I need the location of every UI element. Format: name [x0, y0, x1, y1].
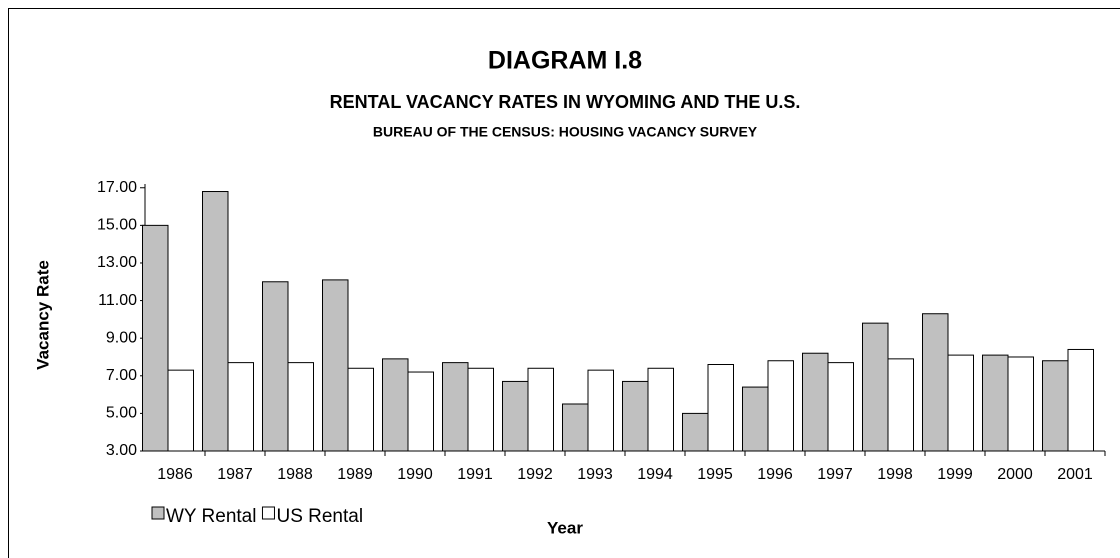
x-tick-label: 1998 — [877, 466, 913, 483]
x-tick-label: 1990 — [397, 466, 433, 483]
legend-swatch — [261, 506, 275, 520]
bar — [1042, 360, 1069, 452]
bar — [922, 313, 949, 452]
x-tick-label: 1986 — [157, 466, 193, 483]
bar — [767, 360, 794, 452]
y-tick-label: 13.00 — [97, 254, 137, 271]
bar — [1007, 356, 1034, 452]
bar — [742, 386, 769, 452]
bar — [287, 362, 314, 452]
bar — [467, 367, 494, 452]
bar — [682, 412, 709, 452]
x-tick-label: 1993 — [577, 466, 613, 483]
x-tick-label: 2001 — [1057, 466, 1093, 483]
x-tick-label: 1992 — [517, 466, 553, 483]
x-tick-label: 1994 — [637, 466, 673, 483]
bar — [407, 371, 434, 452]
bar — [647, 367, 674, 452]
bar — [947, 354, 974, 452]
bar — [142, 224, 169, 452]
y-tick-label: 9.00 — [106, 329, 137, 346]
bar — [862, 322, 889, 452]
bar — [827, 362, 854, 452]
bar — [262, 281, 289, 452]
bar — [502, 380, 529, 452]
bar — [202, 191, 229, 452]
chart-source: BUREAU OF THE CENSUS: HOUSING VACANCY SU… — [373, 124, 758, 140]
bar — [167, 369, 194, 452]
y-axis-label: Vacancy Rate — [33, 260, 52, 370]
y-tick-label: 7.00 — [106, 367, 137, 384]
bar — [527, 367, 554, 452]
bar — [442, 362, 469, 452]
y-tick-label: 3.00 — [106, 442, 137, 459]
bar — [347, 367, 374, 452]
bar — [982, 354, 1009, 452]
legend-swatch — [151, 506, 165, 520]
y-tick-label: 17.00 — [97, 179, 137, 196]
y-tick-label: 11.00 — [98, 292, 137, 309]
y-tick-label: 15.00 — [97, 217, 137, 234]
bar — [887, 358, 914, 452]
bar — [622, 380, 649, 452]
bar — [802, 352, 829, 452]
x-tick-label: 1996 — [757, 466, 793, 483]
x-tick-label: 1991 — [457, 466, 493, 483]
chart-title: DIAGRAM I.8 — [488, 47, 642, 75]
chart-subtitle: RENTAL VACANCY RATES IN WYOMING AND THE … — [330, 92, 801, 112]
bar — [1067, 348, 1094, 452]
bar — [322, 279, 349, 452]
x-tick-label: 1987 — [217, 466, 253, 483]
y-tick-label: 5.00 — [106, 405, 137, 422]
x-tick-label: 1997 — [817, 466, 853, 483]
frame — [8, 8, 1120, 558]
x-tick-label: 2000 — [997, 466, 1033, 483]
x-tick-label: 1999 — [937, 466, 973, 483]
bar — [227, 362, 254, 452]
bar — [707, 364, 734, 452]
x-tick-label: 1988 — [277, 466, 313, 483]
bar — [562, 403, 589, 452]
legend-label: US Rental — [276, 506, 363, 527]
x-axis-label: Year — [547, 518, 583, 537]
x-tick-label: 1995 — [697, 466, 733, 483]
x-tick-label: 1989 — [337, 466, 373, 483]
legend-label: WY Rental — [166, 506, 256, 527]
bar — [587, 369, 614, 452]
bar — [382, 358, 409, 452]
